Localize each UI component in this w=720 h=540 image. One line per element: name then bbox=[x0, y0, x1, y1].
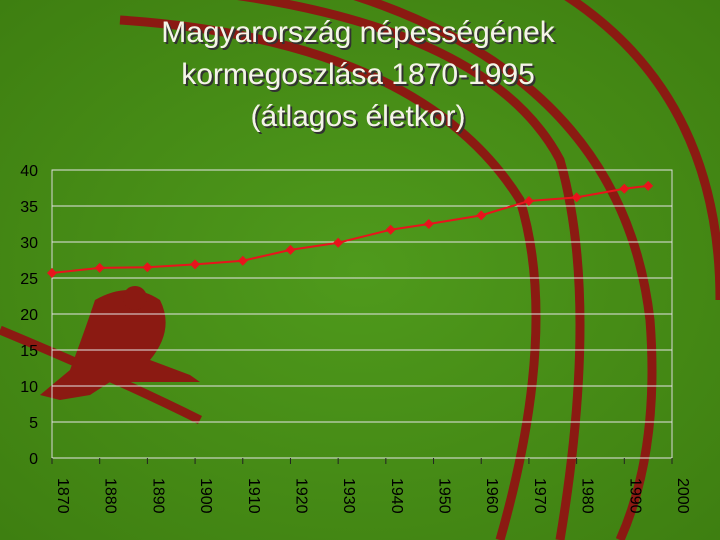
x-tick-label: 1870 bbox=[54, 478, 71, 514]
y-tick-label: 30 bbox=[20, 235, 38, 252]
x-tick-label: 1960 bbox=[483, 478, 500, 514]
data-line bbox=[51, 184, 649, 274]
x-tick-label: 1910 bbox=[245, 478, 262, 514]
data-point bbox=[94, 262, 105, 273]
chart-title: Magyarország népességének bbox=[161, 16, 556, 49]
title-group: Magyarország népességének kormegoszlása … bbox=[161, 16, 556, 133]
x-tick-label: 1890 bbox=[149, 478, 166, 514]
y-tick-label: 0 bbox=[29, 451, 38, 468]
y-tick-label: 20 bbox=[20, 307, 38, 324]
chart-title: kormegoszlása 1870-1995 bbox=[181, 58, 535, 91]
data-point bbox=[333, 237, 344, 248]
data-point bbox=[476, 210, 487, 221]
plot-area: 0 5 10 15 20 25 30 35 40 1870 1880 1890 1900 1910 1920… bbox=[20, 163, 691, 514]
x-tick-label: 1940 bbox=[388, 478, 405, 514]
y-tick-label: 10 bbox=[20, 379, 38, 396]
chart-title: (átlagos életkor) bbox=[250, 100, 465, 133]
x-tick-label: 1920 bbox=[292, 478, 309, 514]
x-tick-label: 1880 bbox=[102, 478, 119, 514]
data-point bbox=[142, 262, 153, 273]
data-point bbox=[47, 267, 57, 278]
data-point bbox=[571, 192, 582, 203]
data-point bbox=[643, 180, 654, 191]
y-tick-label: 25 bbox=[20, 271, 38, 288]
x-tick-label: 1980 bbox=[579, 478, 596, 514]
x-tick-label: 1990 bbox=[626, 478, 643, 514]
data-point bbox=[523, 195, 534, 206]
x-tick-label: 2000 bbox=[674, 478, 691, 514]
data-point bbox=[237, 255, 248, 266]
y-tick-label: 40 bbox=[20, 163, 38, 180]
x-tick-label: 1950 bbox=[436, 478, 453, 514]
y-tick-label: 5 bbox=[29, 415, 38, 432]
x-tick-label: 1900 bbox=[197, 478, 214, 514]
x-tick-label: 1930 bbox=[340, 478, 357, 514]
data-point bbox=[285, 244, 296, 255]
y-tick-label: 15 bbox=[20, 343, 38, 360]
data-point bbox=[619, 183, 630, 194]
runner bbox=[40, 286, 200, 400]
data-point bbox=[190, 259, 201, 270]
y-tick-label: 35 bbox=[20, 199, 38, 216]
data-point bbox=[385, 224, 396, 235]
x-tick-label: 1970 bbox=[531, 478, 548, 514]
data-point bbox=[423, 219, 434, 229]
